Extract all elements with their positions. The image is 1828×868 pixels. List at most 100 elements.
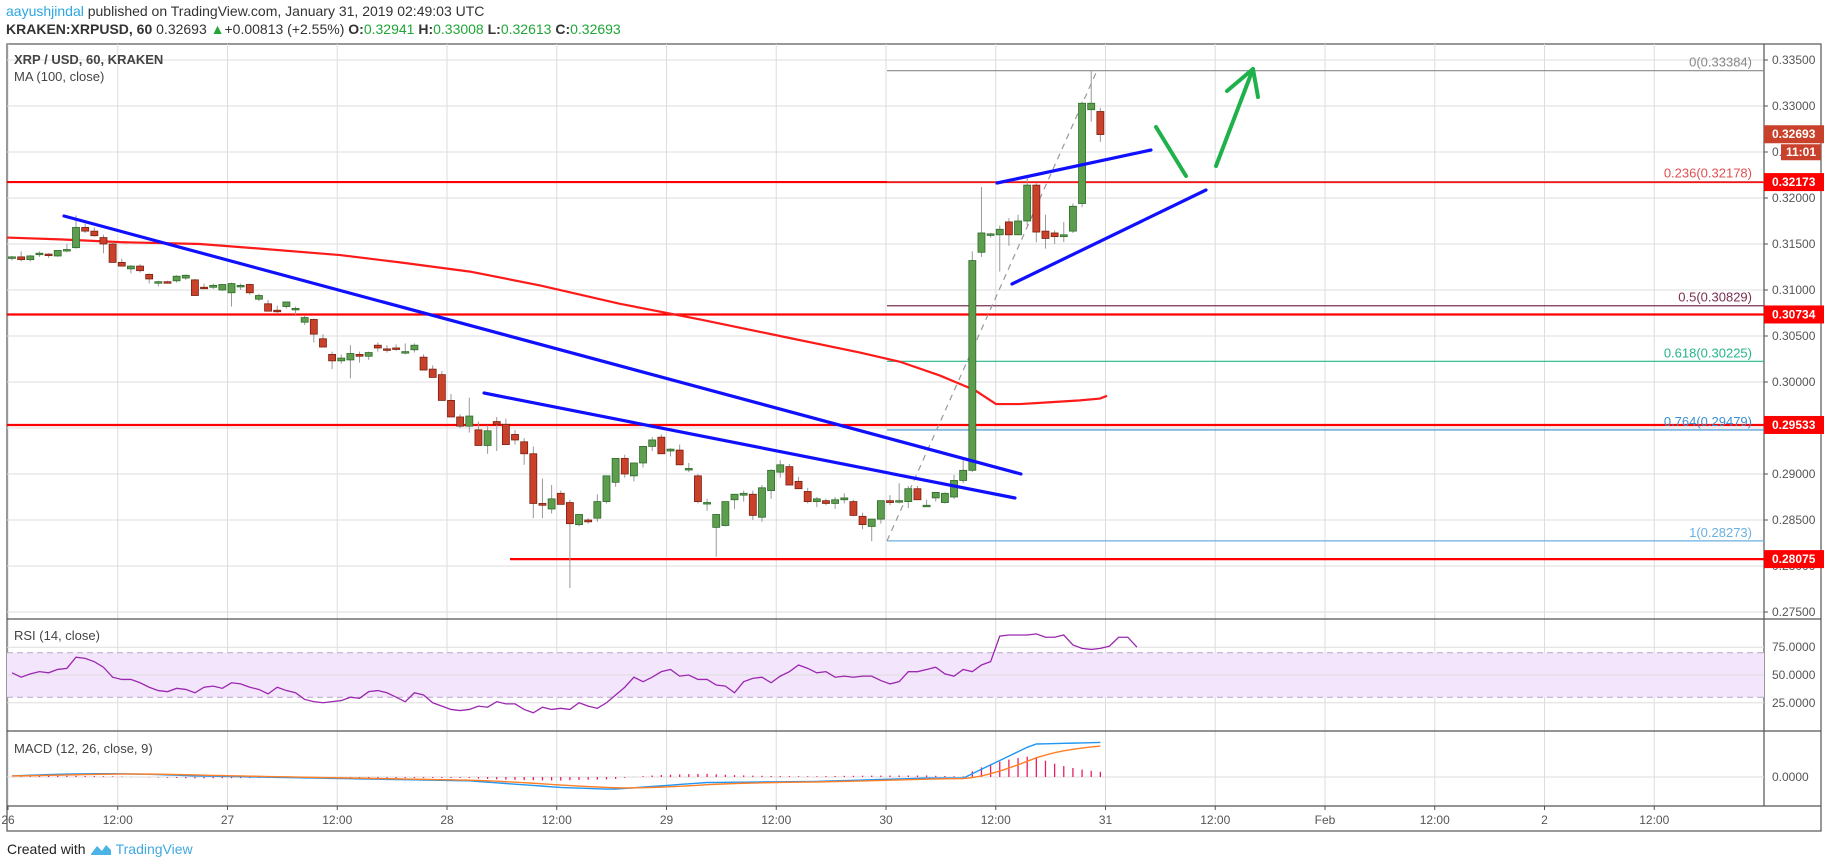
bull-candle [703, 502, 711, 505]
symbol-label: KRAKEN:XRPUSD, 60 [6, 21, 153, 37]
author-link[interactable]: aayushjindal [6, 3, 84, 19]
bull-candle [575, 514, 583, 525]
bear-candle [474, 429, 483, 446]
bear-candle [191, 279, 199, 296]
bull-candle [62, 249, 71, 252]
fib-trend-line [886, 70, 1098, 542]
bear-candle [511, 434, 519, 441]
macd-legend: MACD (12, 26, close, 9) [14, 741, 153, 756]
time-tick-label: 27 [221, 813, 235, 827]
rsi-tick-label: 75.0000 [1772, 640, 1816, 654]
price-tick-label: 0.31500 [1772, 237, 1816, 251]
price-tick-label: 0.33000 [1772, 99, 1816, 113]
price-label-badge [1764, 125, 1824, 144]
bull-candle [648, 439, 657, 447]
bear-candle [886, 500, 894, 503]
bear-candle [136, 265, 144, 272]
time-tick-label: 31 [1099, 813, 1113, 827]
bull-candle [1014, 220, 1022, 236]
bear-candle [694, 475, 702, 502]
rsi-legend: RSI (14, close) [14, 628, 100, 643]
up-arrow-head-icon [1225, 67, 1260, 99]
bull-candle [986, 233, 995, 236]
bull-candle [611, 457, 620, 483]
fib-level-label: 0.618(0.30225) [1664, 345, 1752, 360]
fib-level-label: 0(0.33384) [1689, 55, 1752, 70]
rsi-tick-label: 50.0000 [1772, 668, 1816, 682]
bull-candle [904, 488, 913, 503]
bear-candle [675, 449, 684, 466]
bear-candle [1050, 232, 1059, 238]
price-label-text: 0.29533 [1772, 418, 1816, 432]
bull-candle [26, 255, 35, 261]
time-tick-label: 28 [440, 813, 454, 827]
high-value: 0.33008 [433, 21, 484, 37]
price-tick-label: 0.27500 [1772, 605, 1816, 619]
footer: Created with TradingView [7, 841, 193, 857]
bull-candle [922, 504, 931, 508]
price-label-text: 0.32173 [1772, 175, 1816, 189]
bear-candle [392, 347, 401, 350]
price-tick-label: 0.32000 [1772, 191, 1816, 205]
bear-candle [419, 356, 428, 371]
bull-candle [968, 260, 977, 471]
bull-candle [172, 275, 181, 282]
time-tick-label: 12:00 [322, 813, 352, 827]
bull-candle [410, 344, 419, 351]
bull-candle [465, 415, 474, 427]
pullback-arrow-icon [1154, 125, 1188, 178]
fib-level-label: 1(0.28273) [1689, 525, 1752, 540]
price-tick-label: 0.33500 [1772, 53, 1816, 67]
bull-candle [730, 493, 739, 501]
bull-candle [767, 469, 776, 491]
bear-candle [556, 492, 565, 505]
bull-candle [977, 232, 986, 253]
price-label-text: 0.28075 [1772, 552, 1816, 566]
price-label-text: 0.30734 [1772, 307, 1816, 321]
time-tick-label: 12:00 [1200, 813, 1230, 827]
close-value: 0.32693 [570, 21, 621, 37]
bear-candle [428, 368, 437, 378]
main-legend: XRP / USD, 60, KRAKEN [14, 52, 164, 67]
ma-legend: MA (100, close) [14, 69, 105, 84]
bear-candle [328, 353, 337, 362]
bull-candle [666, 448, 675, 452]
bull-candle [876, 500, 885, 520]
rsi-line [11, 633, 1138, 714]
bull-candle [291, 307, 300, 311]
bear-candle [785, 466, 794, 486]
open-value: 0.32941 [363, 21, 415, 37]
time-tick-label: 12:00 [542, 813, 572, 827]
tradingview-link[interactable]: TradingView [115, 841, 193, 857]
bear-candle [620, 457, 629, 475]
bull-candle [940, 492, 949, 503]
low-value: 0.32613 [500, 21, 552, 37]
price-tick-label: 0.29000 [1772, 467, 1816, 481]
countdown-badge [1781, 144, 1821, 161]
bull-candle [255, 295, 263, 300]
bull-candle [35, 252, 44, 256]
bear-candle [501, 423, 510, 445]
bear-candle [529, 453, 538, 504]
bear-candle [44, 253, 53, 257]
bull-candle [209, 284, 218, 288]
bear-candle [17, 256, 26, 261]
bear-candle [447, 399, 455, 418]
bull-candle [867, 518, 876, 527]
bear-candle [858, 515, 867, 526]
bear-candle [319, 338, 327, 348]
time-tick-label: 26 [1, 813, 15, 827]
bull-candle [758, 487, 766, 518]
bull-candle [840, 497, 849, 501]
bear-candle [273, 309, 282, 313]
time-tick-label: 12:00 [1639, 813, 1669, 827]
time-tick-label: 12:00 [761, 813, 791, 827]
bull-candle [602, 475, 611, 502]
bear-candle [264, 303, 272, 312]
bull-candle [236, 284, 245, 288]
trendline [995, 148, 1153, 185]
fib-level-label: 0.5(0.30829) [1678, 290, 1752, 305]
bull-candle [547, 498, 556, 510]
price-tick-label: 0.31000 [1772, 283, 1816, 297]
